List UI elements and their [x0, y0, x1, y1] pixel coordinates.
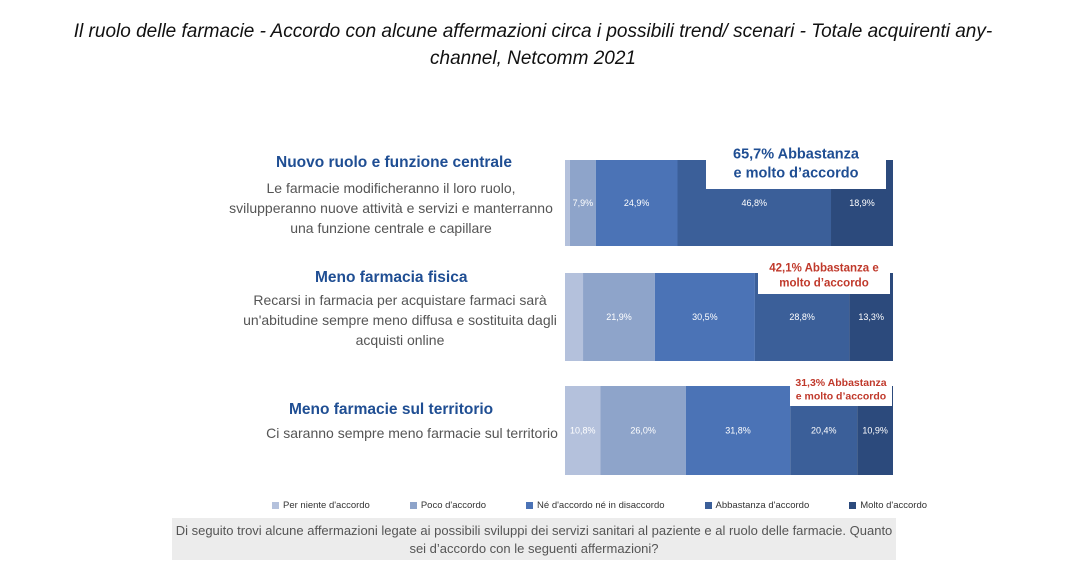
bar-segment	[583, 273, 655, 361]
callout-box	[758, 256, 890, 294]
callout-text: molto d’accordo	[779, 278, 868, 290]
bar-value-label: 28,8%	[789, 312, 815, 322]
callout-text: e molto d’accordo	[734, 166, 859, 182]
legend-label: Per niente d'accordo	[283, 500, 370, 511]
legend-item: Né d'accordo né in disaccordo	[526, 500, 665, 511]
bar-value-label: 24,9%	[624, 198, 650, 208]
chart-legend: Per niente d'accordo Poco d'accordo Né d…	[272, 500, 927, 511]
callout-box	[706, 137, 886, 189]
chart-title: Il ruolo delle farmacie - Accordo con al…	[73, 21, 993, 69]
legend-swatch	[409, 502, 417, 509]
bar-value-label: 10,9%	[862, 426, 888, 436]
legend-swatch	[849, 502, 857, 509]
bar-value-label: 31,8%	[725, 426, 751, 436]
legend-label: Né d'accordo né in disaccordo	[537, 500, 665, 511]
callout-text: 31,3% Abbastanza	[795, 377, 886, 389]
legend-item: Abbastanza d'accordo	[704, 500, 810, 511]
callout-text: 42,1% Abbastanza e	[769, 263, 879, 275]
callout-box	[790, 372, 892, 406]
bar-segment	[569, 160, 596, 246]
legend-swatch	[704, 502, 712, 509]
legend-label: Molto d'accordo	[860, 500, 928, 511]
bar-segment	[565, 273, 584, 361]
question-desc-1: Le farmacie modificheranno il loro ruolo…	[229, 180, 553, 236]
bar-segment	[595, 160, 678, 246]
callout-text: 65,7% Abbastanza	[733, 147, 860, 163]
legend-item: Poco d'accordo	[409, 500, 487, 511]
question-title-1: Nuovo ruolo e funzione centrale	[276, 154, 512, 171]
bar-value-label: 26,0%	[630, 426, 656, 436]
bar-value-label: 46,8%	[741, 198, 767, 208]
bar-value-label: 10,8%	[570, 426, 596, 436]
bar-value-label: 20,4%	[811, 426, 837, 436]
bar-value-label: 18,9%	[849, 198, 875, 208]
question-title-2: Meno farmacia fisica	[315, 269, 468, 286]
legend-label: Poco d'accordo	[420, 500, 487, 511]
survey-question-note: Di seguito trovi alcune affermazioni leg…	[172, 518, 896, 560]
bar-segment	[654, 273, 755, 361]
bar-segment	[565, 386, 601, 475]
bar-segment	[565, 160, 570, 246]
bar-segment	[685, 386, 791, 475]
bar-value-label: 30,5%	[692, 312, 718, 322]
legend-swatch	[526, 502, 534, 509]
legend-item: Per niente d'accordo	[272, 500, 370, 511]
bar-value-label: 13,3%	[858, 312, 884, 322]
question-title-3: Meno farmacie sul territorio	[289, 401, 494, 418]
legend-swatch	[272, 502, 279, 509]
legend-label: Abbastanza d'accordo	[715, 500, 810, 511]
question-desc-3: Ci saranno sempre meno farmacie sul terr…	[266, 425, 558, 441]
callout-text: e molto d’accordo	[796, 391, 886, 403]
bar-value-label: 21,9%	[606, 312, 632, 322]
question-desc-2: Recarsi in farmacia per acquistare farma…	[243, 292, 557, 348]
bar-segment	[600, 386, 686, 475]
legend-item: Molto d'accordo	[849, 500, 927, 511]
bar-value-label: 7,9%	[573, 198, 594, 208]
